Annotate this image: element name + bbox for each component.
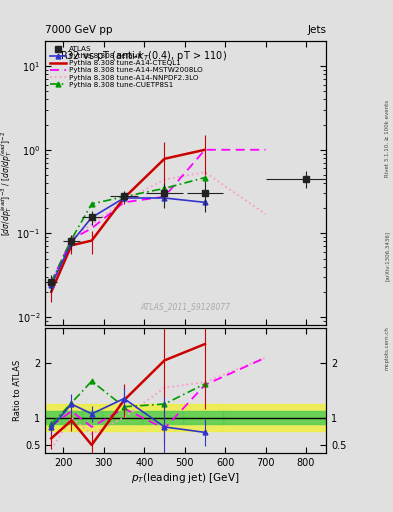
Y-axis label: $[d\sigma/dp_T^{lead}]^{-3}$ / $[d\sigma/dp_T^{lead}]^{-2}$: $[d\sigma/dp_T^{lead}]^{-3}$ / $[d\sigma… bbox=[0, 131, 14, 236]
Text: mcplots.cern.ch: mcplots.cern.ch bbox=[385, 326, 389, 370]
Text: R32 vs pT (anti-$k_T$(0.4), pT > 110): R32 vs pT (anti-$k_T$(0.4), pT > 110) bbox=[60, 50, 227, 63]
Text: Jets: Jets bbox=[307, 25, 326, 35]
Y-axis label: Ratio to ATLAS: Ratio to ATLAS bbox=[13, 360, 22, 421]
Text: 7000 GeV pp: 7000 GeV pp bbox=[45, 25, 113, 35]
Text: ATLAS_2011_S9128077: ATLAS_2011_S9128077 bbox=[141, 302, 231, 311]
X-axis label: $p_T$(leading jet) [GeV]: $p_T$(leading jet) [GeV] bbox=[132, 471, 240, 485]
Text: Rivet 3.1.10, ≥ 100k events: Rivet 3.1.10, ≥ 100k events bbox=[385, 100, 389, 177]
Legend: ATLAS, Pythia 8.308 default, Pythia 8.308 tune-A14-CTEQL1, Pythia 8.308 tune-A14: ATLAS, Pythia 8.308 default, Pythia 8.30… bbox=[49, 45, 204, 89]
Text: [arXiv:1306.3436]: [arXiv:1306.3436] bbox=[385, 231, 389, 281]
